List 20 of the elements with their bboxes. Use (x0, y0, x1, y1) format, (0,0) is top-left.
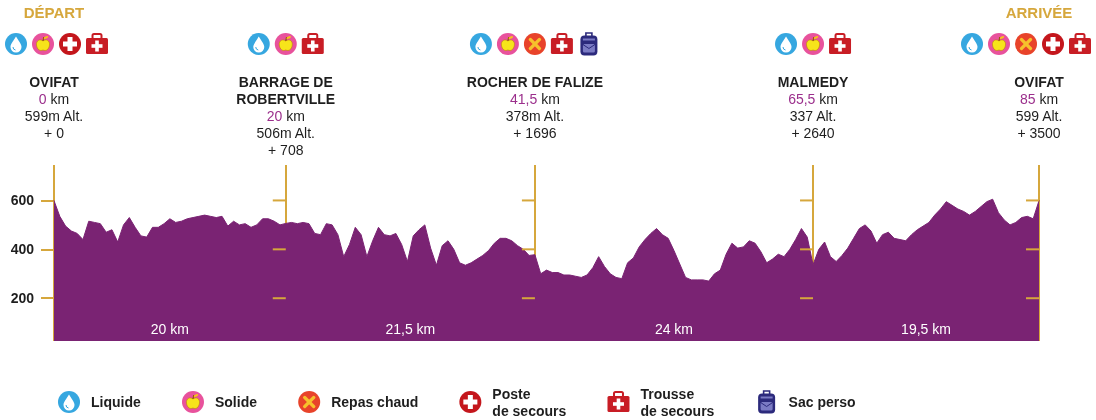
text: Sac perso (788, 394, 856, 410)
text: Trousse de secours (640, 385, 715, 419)
text: ARRIVÉE (1005, 4, 1073, 21)
x-tick-label: BARRAGE DE ROBERTVILLE 20 km 506m Alt. + 708 (236, 73, 336, 158)
annotation: 24 km (654, 321, 694, 337)
y-tick-label: 600 (10, 192, 35, 209)
x-tick-label: ROCHER DE FALIZE 41,5 km 378m Alt. + 1696 (466, 73, 603, 141)
text: DÉPART (23, 4, 85, 21)
x-tick-label: OVIFAT 85 km 599 Alt. + 3500 (1014, 73, 1065, 141)
text: Poste de secours (492, 385, 567, 419)
text: Repas chaud (331, 394, 419, 410)
annotation: 19,5 km (901, 321, 951, 337)
annotation: 20 km (150, 321, 189, 337)
annotation: 21,5 km (385, 321, 436, 337)
text: Solide (214, 394, 258, 410)
text: Liquide (91, 394, 141, 410)
x-tick-label: MALMEDY 65,5 km 337 Alt. + 2640 (777, 73, 850, 141)
y-tick-label: 200 (10, 290, 35, 307)
x-tick-label: OVIFAT 0 km 599m Alt. + 0 (24, 73, 84, 141)
y-tick-label: 400 (10, 241, 35, 258)
